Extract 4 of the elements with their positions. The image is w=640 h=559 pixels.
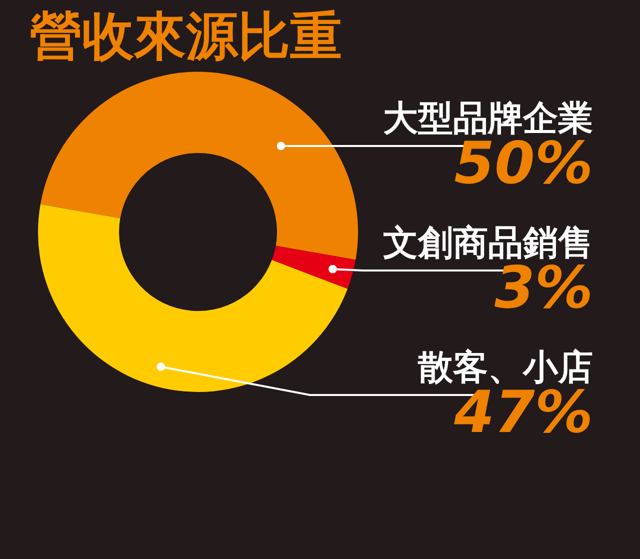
donut-slice [40, 72, 358, 260]
chart-title: 營收來源比重 [30, 7, 342, 67]
donut-slice [272, 246, 356, 289]
donut-slice [38, 204, 348, 392]
